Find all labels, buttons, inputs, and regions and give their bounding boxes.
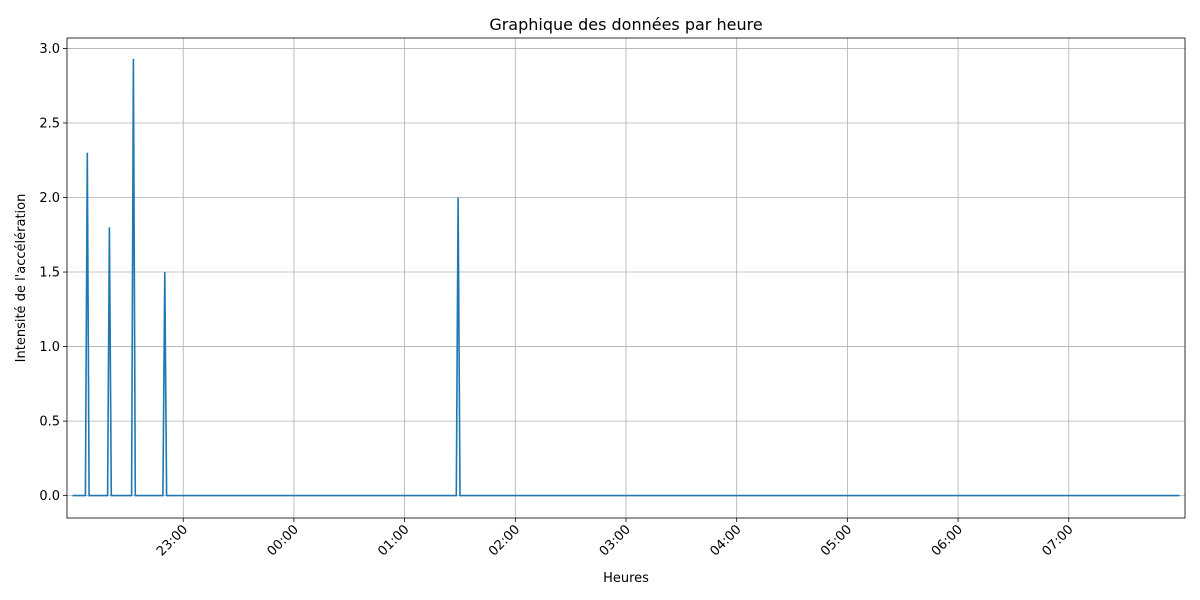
y-tick-label: 3.0 xyxy=(39,42,60,57)
y-tick-label: 2.5 xyxy=(39,116,60,131)
y-tick-label: 1.5 xyxy=(39,266,60,281)
y-tick-label: 0.0 xyxy=(39,489,60,504)
chart-title: Graphique des données par heure xyxy=(489,15,762,34)
series-line xyxy=(72,58,1180,497)
y-tick-label: 0.5 xyxy=(39,415,60,430)
y-tick-label: 2.0 xyxy=(39,191,60,206)
x-axis-label: Heures xyxy=(603,571,649,586)
y-tick-label: 1.0 xyxy=(39,340,60,355)
series-layer xyxy=(72,58,1180,497)
y-axis-label: Intensité de l'accélération xyxy=(14,194,29,363)
